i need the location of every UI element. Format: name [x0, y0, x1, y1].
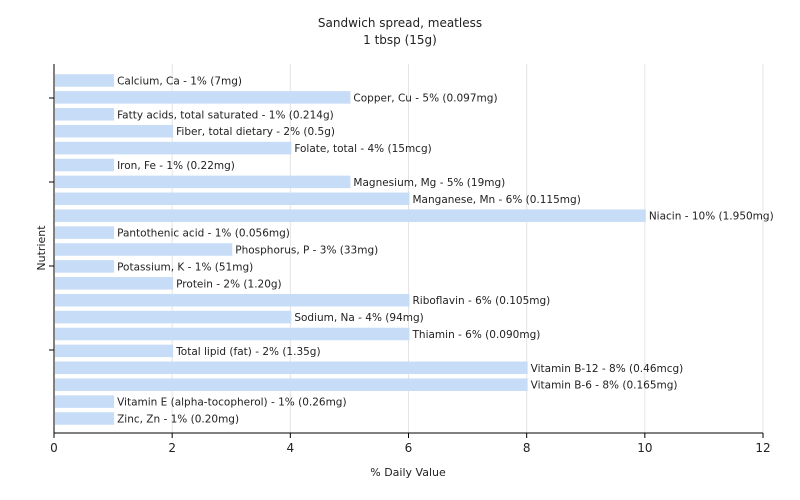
- data-label: Copper, Cu - 5% (0.097mg): [353, 92, 497, 104]
- bar: [55, 141, 292, 155]
- bar: [55, 158, 115, 172]
- bar: [55, 108, 115, 121]
- data-label: Thiamin - 6% (0.090mg): [412, 329, 541, 341]
- bar: [55, 91, 351, 104]
- bar: [55, 378, 528, 391]
- bar: [55, 293, 410, 307]
- data-label: Protein - 2% (1.20g): [176, 278, 282, 290]
- bar: [55, 344, 174, 358]
- data-label: Magnesium, Mg - 5% (19mg): [353, 177, 505, 189]
- data-label: Vitamin B-6 - 8% (0.165mg): [531, 380, 678, 392]
- data-label: Manganese, Mn - 6% (0.115mg): [413, 194, 581, 206]
- x-tick-label: 0: [50, 441, 58, 455]
- data-label: Pantothenic acid - 1% (0.056mg): [117, 228, 290, 240]
- data-label: Sodium, Na - 4% (94mg): [294, 312, 423, 324]
- bar: [55, 209, 646, 222]
- axes: 0 2 4 6 8 10 12: [49, 64, 771, 455]
- data-label: Niacin - 10% (1.950mg): [649, 211, 774, 223]
- bar: [55, 175, 351, 189]
- x-tick-label: 10: [637, 441, 652, 455]
- bar: [55, 226, 115, 239]
- x-tick-label: 8: [523, 441, 531, 455]
- data-label: Folate, total - 4% (15mcg): [294, 143, 431, 155]
- data-label: Iron, Fe - 1% (0.22mg): [117, 160, 235, 172]
- bar: [55, 361, 528, 375]
- x-tick-label: 12: [755, 441, 770, 455]
- data-label: Potassium, K - 1% (51mg): [117, 261, 253, 273]
- bar: [55, 260, 115, 273]
- data-label: Vitamin E (alpha-tocopherol) - 1% (0.26m…: [117, 397, 347, 409]
- bar: [55, 412, 115, 425]
- x-axis-label: % Daily Value: [370, 466, 446, 479]
- bar: [55, 243, 233, 256]
- bar: [55, 395, 115, 408]
- data-label: Riboflavin - 6% (0.105mg): [413, 295, 551, 307]
- data-label: Total lipid (fat) - 2% (1.35g): [175, 346, 320, 358]
- bar: [55, 277, 174, 290]
- x-tick-label: 6: [405, 441, 413, 455]
- x-tick-label: 2: [168, 441, 176, 455]
- data-label: Vitamin B-12 - 8% (0.46mcg): [531, 363, 684, 375]
- bar: [55, 74, 115, 87]
- bar: [55, 310, 292, 324]
- y-axis-label: Nutrient: [35, 225, 48, 271]
- chart-title: Sandwich spread, meatless: [318, 16, 482, 30]
- data-label: Phosphorus, P - 3% (33mg): [235, 245, 378, 257]
- data-label: Zinc, Zn - 1% (0.20mg): [117, 414, 239, 426]
- bar: [55, 192, 410, 206]
- bars: Calcium, Ca - 1% (7mg) Copper, Cu - 5% (0…: [55, 74, 774, 426]
- bar: [55, 124, 174, 138]
- bar: [55, 327, 410, 341]
- chart-subtitle: 1 tbsp (15g): [363, 33, 437, 47]
- x-tick-label: 4: [287, 441, 295, 455]
- data-label: Fiber, total dietary - 2% (0.5g): [176, 126, 335, 138]
- data-label: Calcium, Ca - 1% (7mg): [117, 76, 242, 88]
- data-label: Fatty acids, total saturated - 1% (0.214…: [117, 109, 334, 121]
